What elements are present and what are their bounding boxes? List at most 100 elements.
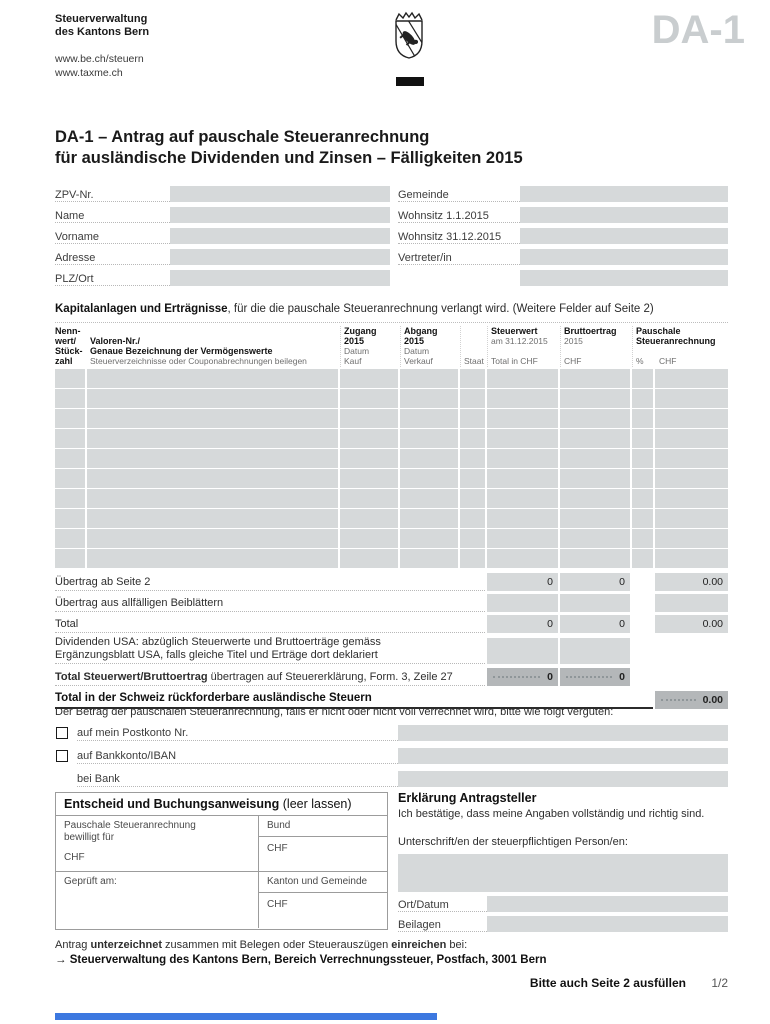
- table-cell[interactable]: [560, 449, 630, 468]
- table-cell[interactable]: [460, 449, 485, 468]
- postkonto-checkbox[interactable]: [56, 727, 68, 739]
- table-cell[interactable]: [55, 369, 85, 388]
- table-cell[interactable]: [340, 529, 398, 548]
- bankkonto-input[interactable]: [398, 748, 728, 764]
- table-cell[interactable]: [487, 449, 558, 468]
- table-cell[interactable]: [632, 489, 653, 508]
- table-cell[interactable]: [340, 489, 398, 508]
- table-cell[interactable]: [87, 489, 338, 508]
- table-cell[interactable]: [487, 409, 558, 428]
- table-cell[interactable]: [340, 469, 398, 488]
- postkonto-input[interactable]: [398, 725, 728, 741]
- table-cell[interactable]: [87, 449, 338, 468]
- signature-input[interactable]: [398, 854, 728, 892]
- table-cell[interactable]: [632, 529, 653, 548]
- uebertrag-beiblaetter-bruttoertrag[interactable]: [560, 594, 630, 612]
- dividenden-usa-bruttoertrag[interactable]: [560, 638, 630, 664]
- table-cell[interactable]: [560, 369, 630, 388]
- table-cell[interactable]: [460, 429, 485, 448]
- table-cell[interactable]: [400, 469, 458, 488]
- table-cell[interactable]: [655, 509, 728, 528]
- table-cell[interactable]: [655, 469, 728, 488]
- table-cell[interactable]: [55, 389, 85, 408]
- table-cell[interactable]: [340, 509, 398, 528]
- gemeinde-input[interactable]: [520, 186, 728, 202]
- dividenden-usa-steuerwert[interactable]: [487, 638, 558, 664]
- table-cell[interactable]: [55, 489, 85, 508]
- table-cell[interactable]: [400, 389, 458, 408]
- table-cell[interactable]: [560, 549, 630, 568]
- table-cell[interactable]: [655, 449, 728, 468]
- table-cell[interactable]: [340, 429, 398, 448]
- table-cell[interactable]: [55, 409, 85, 428]
- table-cell[interactable]: [460, 409, 485, 428]
- table-cell[interactable]: [487, 489, 558, 508]
- table-cell[interactable]: [460, 549, 485, 568]
- wohnsitz-31-12-input[interactable]: [520, 228, 728, 244]
- table-cell[interactable]: [487, 369, 558, 388]
- table-cell[interactable]: [400, 509, 458, 528]
- table-cell[interactable]: [560, 509, 630, 528]
- ort-datum-input[interactable]: [487, 896, 728, 912]
- table-cell[interactable]: [87, 429, 338, 448]
- table-cell[interactable]: [340, 389, 398, 408]
- table-cell[interactable]: [632, 469, 653, 488]
- table-cell[interactable]: [655, 529, 728, 548]
- table-cell[interactable]: [400, 529, 458, 548]
- table-cell[interactable]: [55, 429, 85, 448]
- table-cell[interactable]: [87, 529, 338, 548]
- wohnsitz-1-1-input[interactable]: [520, 207, 728, 223]
- table-cell[interactable]: [632, 409, 653, 428]
- table-cell[interactable]: [460, 509, 485, 528]
- table-cell[interactable]: [87, 549, 338, 568]
- table-cell[interactable]: [400, 449, 458, 468]
- table-cell[interactable]: [340, 369, 398, 388]
- table-cell[interactable]: [400, 429, 458, 448]
- table-cell[interactable]: [632, 549, 653, 568]
- vertreter-input-2[interactable]: [520, 270, 728, 286]
- table-cell[interactable]: [632, 449, 653, 468]
- table-cell[interactable]: [560, 429, 630, 448]
- table-cell[interactable]: [560, 469, 630, 488]
- uebertrag-beiblaetter-steuerwert[interactable]: [487, 594, 558, 612]
- table-cell[interactable]: [400, 489, 458, 508]
- table-cell[interactable]: [400, 549, 458, 568]
- table-cell[interactable]: [632, 389, 653, 408]
- table-cell[interactable]: [460, 489, 485, 508]
- table-cell[interactable]: [487, 549, 558, 568]
- adresse-input[interactable]: [170, 249, 390, 265]
- table-cell[interactable]: [55, 549, 85, 568]
- table-cell[interactable]: [632, 429, 653, 448]
- name-input[interactable]: [170, 207, 390, 223]
- table-cell[interactable]: [560, 409, 630, 428]
- table-cell[interactable]: [460, 529, 485, 548]
- table-cell[interactable]: [487, 429, 558, 448]
- table-cell[interactable]: [655, 489, 728, 508]
- table-cell[interactable]: [632, 369, 653, 388]
- uebertrag-beiblaetter-pauschale[interactable]: [655, 594, 728, 612]
- table-cell[interactable]: [655, 389, 728, 408]
- zpv-input[interactable]: [170, 186, 390, 202]
- table-cell[interactable]: [655, 549, 728, 568]
- table-cell[interactable]: [55, 529, 85, 548]
- table-cell[interactable]: [487, 529, 558, 548]
- table-cell[interactable]: [87, 389, 338, 408]
- table-cell[interactable]: [87, 509, 338, 528]
- table-cell[interactable]: [560, 529, 630, 548]
- table-cell[interactable]: [560, 489, 630, 508]
- table-cell[interactable]: [460, 369, 485, 388]
- bankkonto-checkbox[interactable]: [56, 750, 68, 762]
- table-cell[interactable]: [400, 409, 458, 428]
- table-cell[interactable]: [460, 389, 485, 408]
- table-cell[interactable]: [87, 469, 338, 488]
- table-cell[interactable]: [487, 389, 558, 408]
- beilagen-input[interactable]: [487, 916, 728, 932]
- bank-input[interactable]: [398, 771, 728, 787]
- table-cell[interactable]: [632, 509, 653, 528]
- vorname-input[interactable]: [170, 228, 390, 244]
- table-cell[interactable]: [55, 469, 85, 488]
- table-cell[interactable]: [400, 369, 458, 388]
- table-cell[interactable]: [655, 369, 728, 388]
- table-cell[interactable]: [340, 409, 398, 428]
- table-cell[interactable]: [460, 469, 485, 488]
